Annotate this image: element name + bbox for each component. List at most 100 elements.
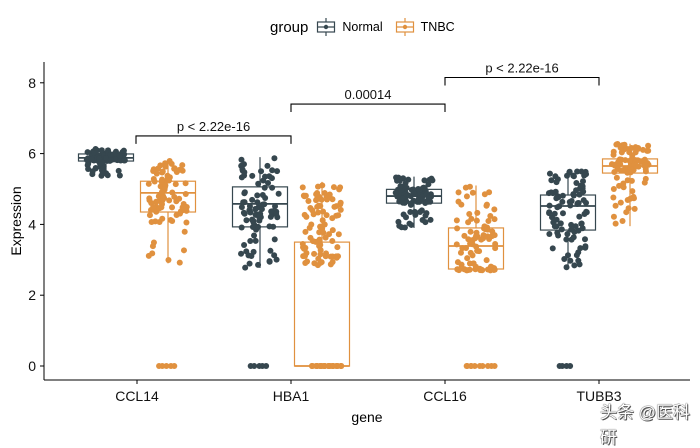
data-point: [429, 177, 436, 184]
data-point: [550, 219, 557, 226]
data-point: [397, 183, 404, 190]
data-point: [179, 162, 186, 169]
legend-label-tnbc: TNBC: [420, 20, 455, 34]
data-point: [182, 180, 189, 187]
data-point: [252, 206, 259, 213]
comparison-bracket: p < 2.22e-16: [444, 60, 600, 86]
data-point: [394, 177, 401, 184]
data-point: [419, 217, 426, 224]
data-point: [618, 167, 625, 174]
data-point: [329, 227, 336, 234]
data-point: [98, 147, 105, 154]
data-point: [458, 261, 465, 268]
data-point: [146, 197, 153, 204]
data-point: [255, 180, 262, 187]
data-point: [612, 202, 619, 209]
x-tick-label: HBA1: [273, 388, 310, 404]
data-point: [570, 192, 577, 199]
data-point: [318, 259, 325, 266]
data-point: [241, 190, 248, 197]
data-point: [572, 223, 579, 230]
legend-label-normal: Normal: [342, 20, 383, 34]
data-point: [485, 218, 492, 225]
data-point: [619, 218, 626, 225]
data-point: [271, 252, 278, 259]
data-point: [308, 221, 315, 228]
data-point: [612, 220, 619, 227]
data-point: [578, 220, 585, 227]
data-point: [483, 257, 490, 264]
data-point: [238, 250, 245, 257]
data-point: [299, 184, 306, 191]
data-point: [310, 238, 317, 245]
data-point: [478, 266, 485, 273]
data-point: [85, 166, 92, 173]
data-point: [158, 204, 165, 211]
bracket-line: [444, 76, 600, 86]
data-point: [411, 208, 418, 215]
data-point: [329, 237, 336, 244]
data-point: [238, 224, 245, 231]
data-point: [559, 192, 566, 199]
data-point-zero: [559, 363, 566, 369]
box-group-hba1-normal: [231, 155, 289, 369]
data-point: [172, 181, 179, 188]
data-point: [258, 206, 265, 213]
data-point: [454, 225, 461, 232]
data-point: [301, 252, 308, 259]
data-point-zero: [263, 363, 270, 369]
data-point: [453, 217, 460, 224]
data-point: [241, 210, 248, 217]
data-point: [555, 232, 562, 239]
data-point: [455, 198, 462, 205]
data-point: [418, 196, 425, 203]
data-point: [627, 195, 634, 202]
data-point: [481, 191, 488, 198]
data-point: [399, 195, 406, 202]
data-point-zero: [159, 363, 166, 369]
data-point: [581, 172, 588, 179]
data-point: [472, 263, 479, 270]
data-point-zero: [567, 363, 574, 369]
data-point: [241, 241, 248, 248]
data-point: [489, 228, 496, 235]
data-point: [265, 179, 272, 186]
data-point: [576, 213, 583, 220]
data-point-zero: [463, 363, 470, 369]
data-point: [181, 228, 188, 235]
data-point: [246, 260, 253, 267]
data-point-zero: [313, 363, 320, 369]
legend: group Normal TNBC: [270, 18, 467, 36]
data-point-zero: [251, 363, 258, 369]
data-point: [554, 204, 561, 211]
data-point: [570, 234, 577, 241]
x-tick-label: CCL14: [115, 388, 159, 404]
data-point: [249, 223, 256, 230]
data-point: [304, 258, 311, 265]
data-point: [632, 162, 639, 169]
data-point: [153, 198, 160, 205]
data-point: [641, 156, 648, 163]
data-point-zero: [468, 363, 475, 369]
data-point: [464, 255, 471, 262]
data-point: [255, 223, 262, 230]
data-point: [269, 184, 276, 191]
data-point: [84, 149, 91, 156]
data-point: [271, 155, 278, 162]
data-point: [396, 222, 403, 229]
data-point: [549, 245, 556, 252]
box-group-tubb3-tnbc: [601, 141, 659, 227]
x-tick-label: TUBB3: [576, 388, 621, 404]
data-point: [455, 189, 462, 196]
data-point: [469, 189, 476, 196]
data-point: [321, 221, 328, 228]
data-point: [634, 145, 641, 152]
data-point: [559, 210, 566, 217]
data-point: [559, 198, 566, 205]
data-point: [617, 199, 624, 206]
data-point: [115, 167, 122, 174]
data-point: [576, 191, 583, 198]
data-point: [103, 155, 110, 162]
data-point: [552, 188, 559, 195]
data-point: [251, 232, 258, 239]
